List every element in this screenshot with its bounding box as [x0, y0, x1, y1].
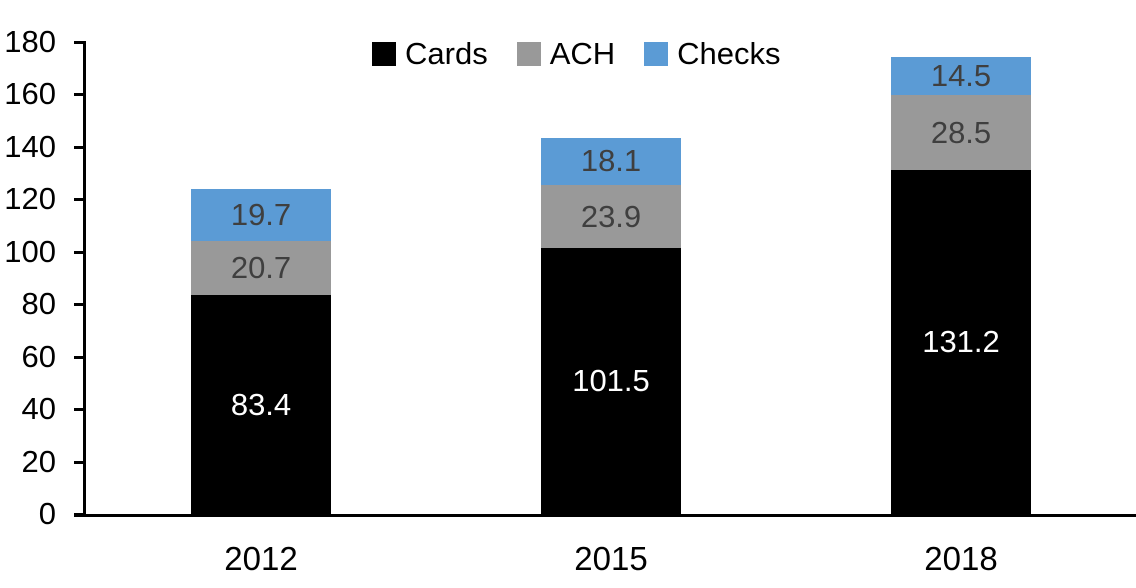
y-axis-tick-label: 160: [4, 76, 56, 112]
legend-label-checks: Checks: [677, 36, 781, 71]
y-axis-tick: [74, 41, 86, 44]
y-axis-tick-label: 180: [4, 24, 56, 59]
bar-segment-ach-2012: [191, 241, 331, 296]
data-label-checks-2015: 18.1: [580, 143, 642, 179]
data-label-cards-2015: 101.5: [572, 362, 650, 398]
data-label-checks-2012: 19.7: [230, 197, 292, 233]
chart-legend: Cards ACH Checks: [372, 37, 781, 71]
bar-segment-checks-2012: [191, 189, 331, 242]
bar-segment-ach-2018: [891, 95, 1031, 170]
legend-label-cards: Cards: [405, 36, 488, 71]
data-label-ach-2012: 20.7: [230, 250, 292, 286]
y-axis-tick-label: 140: [4, 128, 56, 164]
y-axis-tick: [74, 460, 86, 464]
y-axis-tick-label: 40: [21, 391, 56, 427]
legend-item-ach: ACH: [516, 36, 616, 71]
legend-swatch-cards: [372, 42, 396, 66]
y-axis-tick-label: 20: [21, 443, 56, 479]
y-axis-tick-label: 100: [4, 233, 56, 269]
legend-label-ach: ACH: [549, 36, 616, 71]
y-axis-tick: [74, 93, 86, 97]
y-axis-tick-label: 120: [4, 181, 56, 217]
data-label-cards-2018: 131.2: [922, 323, 1000, 359]
y-axis-tick-label: 60: [21, 338, 56, 374]
y-axis-tick: [74, 303, 86, 307]
x-axis-label-2018: 2018: [924, 540, 998, 577]
data-label-cards-2012: 83.4: [230, 386, 292, 422]
data-label-checks-2018: 14.5: [930, 58, 992, 94]
y-axis-tick: [74, 355, 86, 359]
data-label-ach-2015: 23.9: [580, 198, 642, 234]
bar-segment-cards-2015: [541, 247, 681, 514]
y-axis-tick-label: 80: [21, 286, 56, 322]
x-axis-label-2015: 2015: [574, 540, 648, 577]
y-axis-tick-label: 0: [38, 496, 56, 531]
y-axis-line: [83, 42, 86, 517]
bar-segment-ach-2015: [541, 185, 681, 248]
legend-swatch-ach: [516, 42, 541, 66]
y-axis-tick: [74, 198, 86, 202]
y-axis-tick: [74, 250, 86, 254]
bar-segment-checks-2015: [541, 137, 681, 186]
bar-segment-cards-2018: [891, 169, 1031, 514]
legend-swatch-checks: [644, 42, 669, 66]
y-axis-tick: [74, 408, 86, 412]
legend-item-checks: Checks: [644, 36, 781, 71]
x-axis-line: [74, 514, 1136, 517]
bar-segment-cards-2012: [191, 295, 331, 514]
y-axis-tick: [74, 145, 86, 149]
y-axis-tick: [74, 513, 86, 516]
legend-item-cards: Cards: [372, 37, 488, 71]
x-axis-label-2012: 2012: [224, 540, 298, 577]
bar-segment-checks-2018: [891, 57, 1031, 96]
data-label-ach-2018: 28.5: [930, 114, 992, 150]
